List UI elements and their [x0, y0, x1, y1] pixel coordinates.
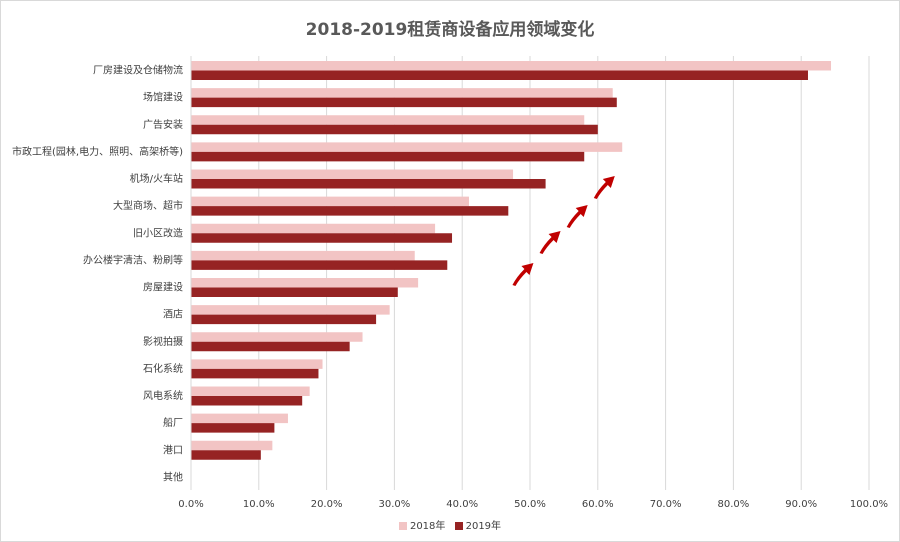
bar-2019 [191, 314, 377, 325]
trend-arrow-icon [566, 205, 588, 228]
x-tick-label: 0.0% [178, 499, 203, 510]
trend-arrow-shape [593, 176, 615, 199]
bar-2018 [191, 332, 363, 342]
bar-2018 [191, 88, 613, 98]
category-label: 港口 [163, 444, 183, 456]
category-label: 机场/火车站 [130, 172, 183, 185]
category-label: 大型商场、超市 [113, 199, 183, 212]
trend-arrow-shape [566, 205, 588, 228]
trend-arrow-shape [512, 263, 534, 286]
bar-2019 [191, 206, 509, 216]
category-label: 厂房建设及仓储物流 [93, 64, 183, 77]
bar-2019 [191, 368, 319, 379]
bar-2018 [191, 61, 832, 71]
bar-2019 [191, 233, 453, 243]
category-label: 其他 [163, 470, 183, 483]
bar-2018 [191, 359, 323, 369]
legend-swatch-2019 [454, 522, 463, 530]
bar-2018 [191, 440, 273, 451]
legend-label-2018: 2018年 [409, 521, 446, 532]
category-label: 酒店 [163, 308, 183, 321]
x-tick-label: 20.0% [311, 499, 343, 510]
chart-title: 2018-2019租赁商设备应用领域变化 [305, 20, 595, 40]
bar-2019 [191, 179, 546, 189]
bar-2019 [191, 260, 448, 270]
bar-2019 [191, 70, 808, 80]
x-tick-label: 80.0% [718, 499, 750, 510]
bar-2019 [191, 151, 585, 162]
bar-2019 [191, 287, 398, 297]
bar-2018 [191, 115, 585, 125]
trend-arrow-icon [512, 263, 534, 286]
bar-2018 [191, 250, 415, 261]
x-tick-label: 70.0% [650, 499, 682, 510]
trend-arrow-icon [593, 176, 615, 199]
bar-2019 [191, 423, 275, 433]
category-label: 市政工程(园林,电力、照明、高架桥等) [12, 145, 183, 158]
bar-2019 [191, 450, 261, 460]
legend-label-2019: 2019年 [465, 521, 502, 532]
category-label: 石化系统 [143, 362, 183, 375]
bar-2019 [191, 124, 598, 135]
category-label: 风电系统 [143, 389, 183, 402]
bar-2018 [191, 196, 469, 207]
category-label: 影视拍摄 [143, 335, 183, 348]
category-label: 旧小区改造 [133, 226, 183, 239]
category-label: 办公楼宇清洁、粉刷等 [83, 253, 183, 266]
bar-2019 [191, 396, 303, 406]
category-label: 房屋建设 [143, 281, 183, 294]
bar-2018 [191, 223, 436, 234]
bar-2018 [191, 278, 419, 288]
bar-2018 [191, 386, 310, 396]
x-tick-label: 50.0% [514, 499, 546, 510]
legend-item-2019: 2019年 [454, 517, 502, 532]
x-tick-label: 10.0% [243, 499, 275, 510]
bar-2018 [191, 169, 514, 179]
x-tick-label: 40.0% [446, 499, 478, 510]
bar-2019 [191, 97, 617, 108]
bar-2018 [191, 413, 288, 424]
category-label: 广告安装 [143, 118, 183, 131]
x-tick-label: 100.0% [850, 499, 888, 510]
bar-2018 [191, 142, 623, 152]
category-label: 船厂 [163, 416, 183, 429]
bar-2018 [191, 305, 390, 315]
legend: 2018年 2019年 [1, 517, 899, 532]
category-label: 场馆建设 [143, 91, 183, 104]
legend-swatch-2018 [398, 522, 407, 530]
x-tick-label: 90.0% [785, 499, 817, 510]
trend-arrow-shape [539, 231, 561, 254]
trend-arrow-icon [539, 231, 561, 254]
bar-2019 [191, 341, 350, 352]
x-tick-label: 60.0% [582, 499, 614, 510]
legend-item-2018: 2018年 [398, 517, 446, 532]
x-tick-label: 30.0% [379, 499, 411, 510]
